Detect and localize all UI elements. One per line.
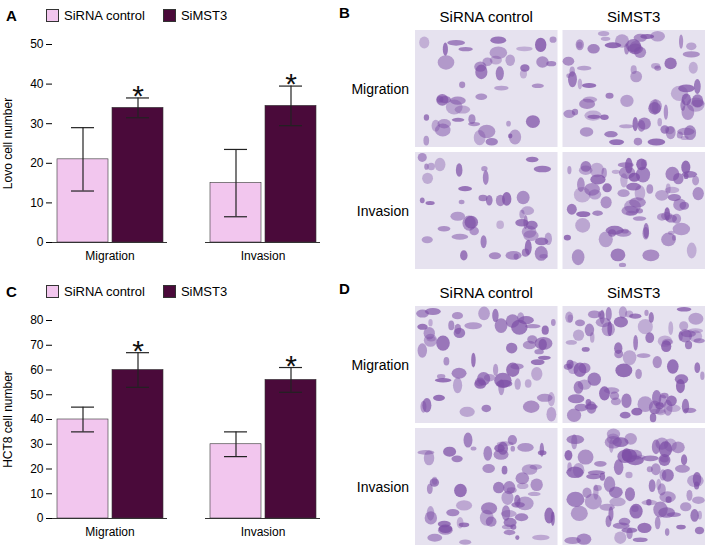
svg-text:30: 30 [30, 437, 44, 451]
html-text:C: C [6, 282, 17, 300]
svg-text:*: * [285, 349, 297, 382]
svg-text:Migration: Migration [351, 81, 409, 97]
svg-text:30: 30 [30, 117, 44, 131]
svg-text:0: 0 [37, 511, 44, 525]
svg-text:Migration: Migration [85, 525, 134, 539]
svg-text:50: 50 [30, 37, 44, 51]
html-text:SiRNA control: SiRNA control [64, 283, 145, 299]
svg-text:10: 10 [30, 196, 44, 210]
svg-text:HCT8 cell number: HCT8 cell number [1, 371, 15, 468]
svg-text:Invasion: Invasion [357, 203, 409, 219]
svg-text:40: 40 [30, 77, 44, 91]
svg-text:*: * [132, 79, 144, 112]
html-text:A: A [6, 6, 17, 24]
svg-text:40: 40 [30, 412, 44, 426]
svg-text:50: 50 [30, 388, 44, 402]
svg-text:60: 60 [30, 363, 44, 377]
svg-text:*: * [132, 334, 144, 367]
svg-text:20: 20 [30, 462, 44, 476]
svg-text:80: 80 [30, 313, 44, 327]
svg-text:Invasion: Invasion [241, 249, 286, 263]
svg-text:Lovo cell number: Lovo cell number [1, 98, 15, 189]
svg-text:70: 70 [30, 338, 44, 352]
svg-text:10: 10 [30, 487, 44, 501]
svg-text:SiMST3: SiMST3 [607, 8, 660, 25]
svg-text:Migration: Migration [85, 249, 134, 263]
svg-text:20: 20 [30, 156, 44, 170]
svg-text:*: * [285, 67, 297, 100]
svg-text:Migration: Migration [351, 357, 409, 373]
svg-text:SiRNA control: SiRNA control [440, 284, 533, 301]
html-text:SiRNA control: SiRNA control [64, 7, 145, 23]
svg-text:Invasion: Invasion [357, 479, 409, 495]
svg-text:D: D [339, 280, 350, 297]
svg-text:B: B [339, 4, 350, 21]
html-text:SiMST3: SiMST3 [180, 283, 228, 299]
svg-text:Invasion: Invasion [241, 525, 286, 539]
svg-text:0: 0 [37, 235, 44, 249]
html-text:SiMST3: SiMST3 [180, 7, 228, 23]
svg-text:SiMST3: SiMST3 [607, 284, 660, 301]
svg-text:SiRNA control: SiRNA control [440, 8, 533, 25]
